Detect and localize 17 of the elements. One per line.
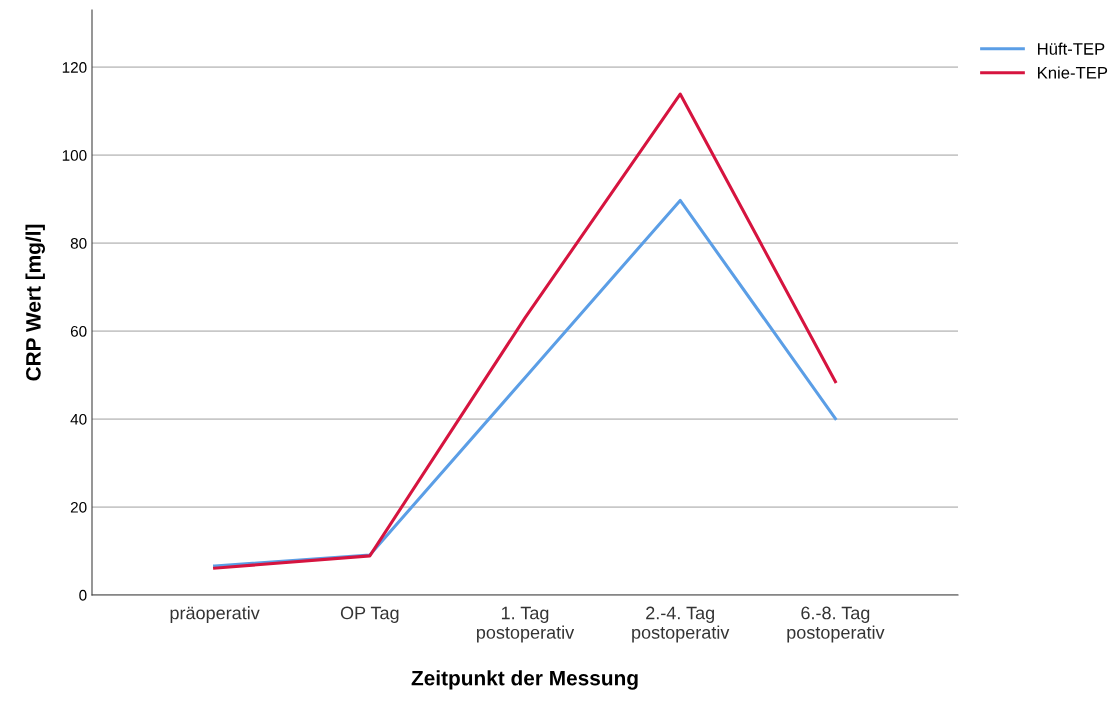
x-tick-label: 2.-4. Tag postoperativ	[632, 606, 730, 643]
line-series	[213, 92, 837, 570]
y-tick-label: 100	[62, 150, 87, 161]
y-tick-label: 20	[70, 501, 87, 513]
x-tick-label: 1. Tag postoperativ	[476, 606, 575, 643]
legend-label: Hüft-TEP	[1038, 42, 1105, 55]
y-tick-label: 0	[79, 589, 87, 601]
legend-label: Knie-TEP	[1038, 66, 1108, 79]
y-tick-label: 80	[70, 237, 87, 249]
x-tick-label: OP Tag	[340, 606, 399, 623]
y-tick-label: 120	[62, 62, 87, 73]
x-tick-label: 6.-8. Tag postoperativ	[787, 606, 885, 643]
y-axis-title: CRP Wert [mg/l]	[25, 224, 45, 381]
y-tick-label: 60	[70, 325, 87, 337]
x-tick-label: präoperativ	[170, 606, 260, 623]
x-axis-title: Zeitpunkt der Messung	[411, 670, 638, 690]
y-tick-label: 40	[70, 413, 87, 425]
